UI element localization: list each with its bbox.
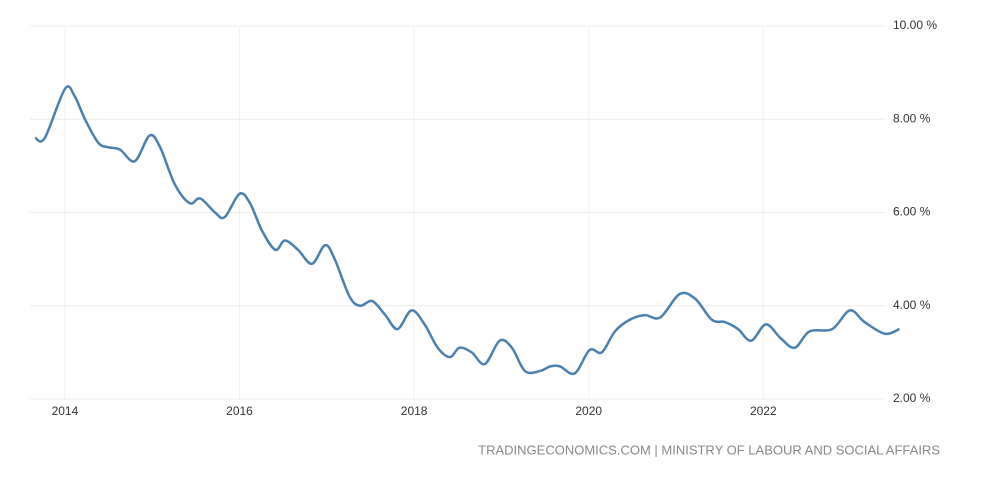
y-tick-label: 8.00 %: [893, 111, 931, 125]
y-tick-label: 4.00 %: [893, 298, 931, 312]
x-tick-label: 2018: [401, 404, 428, 418]
x-tick-label: 2020: [575, 404, 602, 418]
x-tick-label: 2014: [52, 404, 79, 418]
x-tick-label: 2022: [750, 404, 777, 418]
series-line: [34, 85, 900, 376]
source: TRADINGECONOMICS.COM | MINISTRY OF LABOU…: [478, 442, 940, 457]
x-tick-label: 2016: [226, 404, 253, 418]
y-tick-label: 2.00 %: [893, 391, 931, 405]
y-tick-label: 6.00 %: [893, 205, 931, 219]
y-tick-label: 10.00 %: [893, 18, 937, 32]
